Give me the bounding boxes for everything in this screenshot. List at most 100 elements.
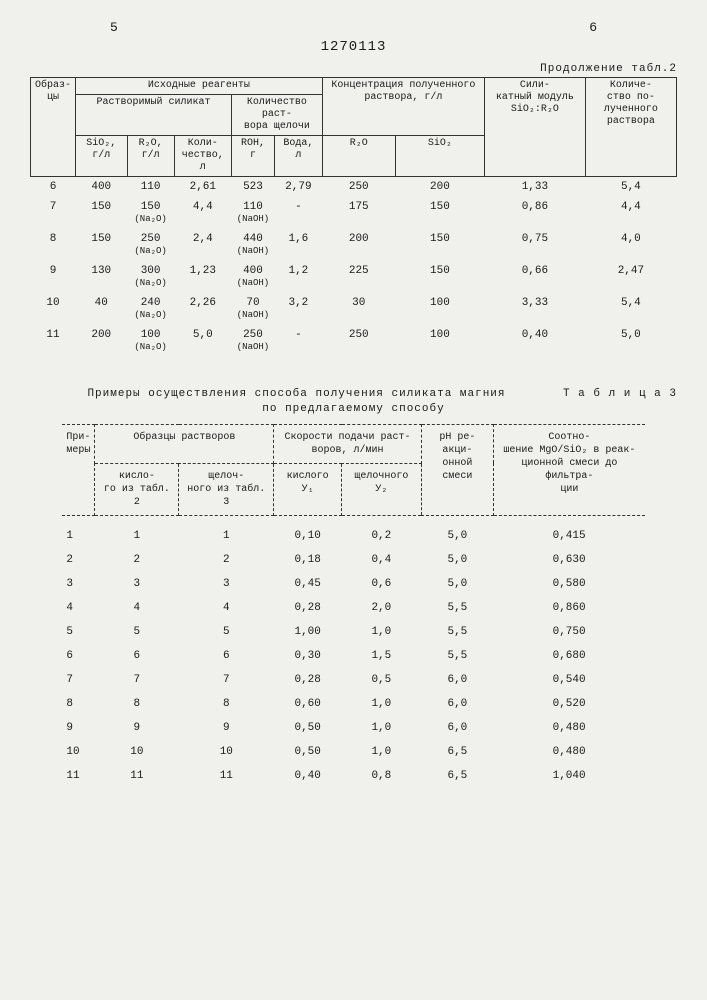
table-cell: 110(NaOH) xyxy=(231,197,274,229)
table-row: 1111110,400,86,51,040 xyxy=(62,764,644,788)
t2-h-roh: ROH, г xyxy=(231,136,274,177)
table-cell: 440(NaOH) xyxy=(231,229,274,261)
table-cell: 0,540 xyxy=(494,668,645,692)
table-cell: 0,630 xyxy=(494,548,645,572)
table-cell: 100 xyxy=(395,325,484,357)
table-cell: 70(NaOH) xyxy=(231,293,274,325)
table-cell: 2,79 xyxy=(275,177,323,198)
table-cell: 0,40 xyxy=(274,764,342,788)
table-cell: 150 xyxy=(76,197,128,229)
table-cell: 5,5 xyxy=(421,596,493,620)
table-cell: 5,0 xyxy=(174,325,231,357)
table-row: 2220,180,45,00,630 xyxy=(62,548,644,572)
t2-h-r2o: R₂O, г/л xyxy=(127,136,174,177)
table-cell: 2,26 xyxy=(174,293,231,325)
table-cell: 0,860 xyxy=(494,596,645,620)
t2-h-sio2: SiO₂, г/л xyxy=(76,136,128,177)
table-cell: 0,5 xyxy=(342,668,422,692)
table-cell: 5,5 xyxy=(421,644,493,668)
table-cell: 150 xyxy=(395,229,484,261)
table-cell: 0,415 xyxy=(494,515,645,548)
table-cell: 400 xyxy=(76,177,128,198)
table-row: 1040240(Na₂O)2,2670(NaOH)3,2301003,335,4 xyxy=(31,293,677,325)
table-cell: 10 xyxy=(179,740,274,764)
table-cell: 3 xyxy=(95,572,179,596)
table-row: 7770,280,56,00,540 xyxy=(62,668,644,692)
t2-h-reagents: Исходные реагенты xyxy=(76,78,323,95)
table-cell: 110 xyxy=(127,177,174,198)
table-cell: 0,75 xyxy=(485,229,586,261)
table-cell: 200 xyxy=(322,229,395,261)
document-number: 1270113 xyxy=(30,39,677,55)
table-cell: 9 xyxy=(179,716,274,740)
t2-h-qty: Коли-чество, л xyxy=(174,136,231,177)
table-cell: 0,480 xyxy=(494,740,645,764)
table-cell: 0,520 xyxy=(494,692,645,716)
t3-h-v2: щелочного У₂ xyxy=(342,463,422,515)
t3-title-2: по предлагаемому способу xyxy=(262,403,444,415)
table-row: 64001102,615232,792502001,335,4 xyxy=(31,177,677,198)
table-cell: 11 xyxy=(62,764,95,788)
table-cell: 1,0 xyxy=(342,716,422,740)
table-row: 4440,282,05,50,860 xyxy=(62,596,644,620)
table-cell: 175 xyxy=(322,197,395,229)
table-cell: 8 xyxy=(62,692,95,716)
table-cell: 7 xyxy=(179,668,274,692)
table-row: 9130300(Na₂O)1,23400(NaOH)1,22251500,662… xyxy=(31,261,677,293)
t2-h-conc: Концентрация полученного раствора, г/л xyxy=(322,78,484,136)
table-cell: 2,0 xyxy=(342,596,422,620)
t2-h-samples: Образ-цы xyxy=(31,78,76,177)
table-cell: - xyxy=(275,197,323,229)
table-cell: 0,2 xyxy=(342,515,422,548)
table-cell: 0,60 xyxy=(274,692,342,716)
table-cell: 7 xyxy=(95,668,179,692)
table-cell: 225 xyxy=(322,261,395,293)
t3-h-rates: Скорости подачи раст-воров, л/мин xyxy=(274,424,421,463)
table-cell: 4,0 xyxy=(585,229,676,261)
table-cell: 0,66 xyxy=(485,261,586,293)
table-row: 1110,100,25,00,415 xyxy=(62,515,644,548)
table-cell: 150 xyxy=(395,261,484,293)
table-cell: 8 xyxy=(179,692,274,716)
table-row: 7150150(Na₂O)4,4110(NaOH)-1751500,864,4 xyxy=(31,197,677,229)
table-cell: 4 xyxy=(62,596,95,620)
table-cell: 0,680 xyxy=(494,644,645,668)
table-cell: 0,28 xyxy=(274,596,342,620)
table-cell: 1,00 xyxy=(274,620,342,644)
table-cell: 3 xyxy=(179,572,274,596)
table-cell: 1,23 xyxy=(174,261,231,293)
table-cell: 8 xyxy=(95,692,179,716)
table-cell: 5,0 xyxy=(421,548,493,572)
table-cell: 5 xyxy=(95,620,179,644)
table-cell: 5,4 xyxy=(585,177,676,198)
table-cell: 100 xyxy=(395,293,484,325)
t3-h-ratio: Соотно-шение MgO/SiO₂ в реак-ционной сме… xyxy=(494,424,645,515)
t3-h-acid: кисло-го из табл. 2 xyxy=(95,463,179,515)
table-cell: 6,0 xyxy=(421,668,493,692)
table-cell: 10 xyxy=(95,740,179,764)
table-cell: 5,0 xyxy=(585,325,676,357)
t3-h-ph: рН ре-акци-онной смеси xyxy=(421,424,493,515)
table-cell: 40 xyxy=(76,293,128,325)
table-cell: 1 xyxy=(179,515,274,548)
table-cell: 0,4 xyxy=(342,548,422,572)
table-3-caption: Т а б л и ц а 3 Примеры осуществления сп… xyxy=(30,387,677,418)
t3-label: Т а б л и ц а 3 xyxy=(563,387,677,402)
table-cell: 2,61 xyxy=(174,177,231,198)
col-left: 5 xyxy=(110,20,118,35)
table-cell: 0,86 xyxy=(485,197,586,229)
table-cell: 4,4 xyxy=(585,197,676,229)
table-cell: 2 xyxy=(95,548,179,572)
table-cell: 5,4 xyxy=(585,293,676,325)
table-row: 5551,001,05,50,750 xyxy=(62,620,644,644)
table-cell: 2 xyxy=(179,548,274,572)
table-cell: 1,33 xyxy=(485,177,586,198)
table-cell: 1,5 xyxy=(342,644,422,668)
table-cell: 250 xyxy=(322,325,395,357)
table-cell: 4 xyxy=(179,596,274,620)
table-cell: 6,5 xyxy=(421,740,493,764)
table-row: 1010100,501,06,50,480 xyxy=(62,740,644,764)
table-cell: 8 xyxy=(31,229,76,261)
table-cell: 0,10 xyxy=(274,515,342,548)
table-row: 8150250(Na₂O)2,4440(NaOH)1,62001500,754,… xyxy=(31,229,677,261)
